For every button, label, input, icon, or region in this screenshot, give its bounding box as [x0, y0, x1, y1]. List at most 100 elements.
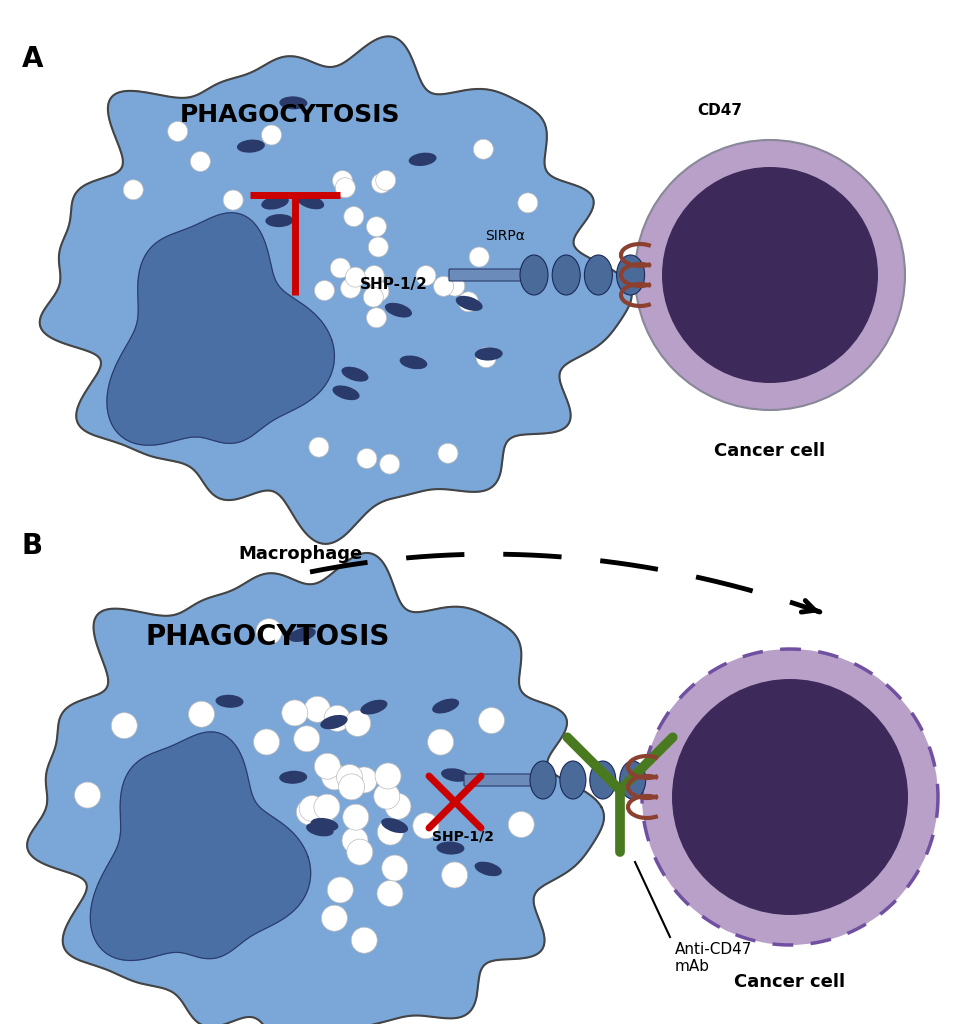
Circle shape	[341, 279, 360, 298]
Circle shape	[476, 347, 496, 368]
Text: SHP-1/2: SHP-1/2	[432, 830, 494, 844]
Ellipse shape	[530, 761, 556, 799]
Circle shape	[299, 796, 325, 821]
Circle shape	[190, 152, 210, 171]
Circle shape	[428, 729, 454, 755]
Circle shape	[356, 449, 377, 469]
Circle shape	[345, 711, 371, 736]
Circle shape	[382, 855, 408, 881]
Ellipse shape	[215, 694, 244, 708]
Circle shape	[111, 713, 137, 738]
Ellipse shape	[409, 153, 436, 166]
Ellipse shape	[237, 139, 265, 153]
Polygon shape	[40, 37, 632, 544]
Text: Anti-CD47
mAb: Anti-CD47 mAb	[675, 942, 752, 975]
Circle shape	[124, 180, 143, 200]
Circle shape	[294, 726, 319, 752]
Circle shape	[459, 292, 478, 311]
Circle shape	[374, 783, 399, 809]
Circle shape	[309, 437, 329, 457]
Circle shape	[314, 795, 340, 820]
Circle shape	[375, 763, 401, 788]
Ellipse shape	[288, 628, 316, 642]
Ellipse shape	[619, 761, 646, 799]
Circle shape	[256, 618, 281, 645]
Circle shape	[380, 454, 399, 474]
Polygon shape	[91, 732, 311, 961]
Circle shape	[364, 265, 384, 286]
Circle shape	[223, 190, 244, 210]
Circle shape	[366, 308, 387, 328]
Ellipse shape	[584, 255, 613, 295]
Circle shape	[368, 237, 389, 257]
Circle shape	[339, 774, 364, 800]
Circle shape	[363, 287, 384, 307]
Circle shape	[473, 139, 494, 160]
Circle shape	[337, 765, 362, 791]
Ellipse shape	[311, 818, 338, 831]
Ellipse shape	[441, 768, 468, 781]
Circle shape	[352, 927, 377, 953]
Circle shape	[662, 167, 878, 383]
Circle shape	[369, 282, 389, 301]
Ellipse shape	[332, 385, 359, 400]
Circle shape	[385, 794, 411, 819]
Circle shape	[438, 443, 458, 463]
Circle shape	[296, 799, 322, 825]
Circle shape	[342, 827, 368, 853]
Polygon shape	[107, 213, 334, 445]
Circle shape	[352, 767, 377, 793]
Circle shape	[445, 276, 465, 296]
Circle shape	[321, 764, 348, 790]
Ellipse shape	[552, 255, 581, 295]
Circle shape	[324, 706, 351, 731]
Circle shape	[281, 700, 308, 726]
Circle shape	[303, 803, 328, 828]
Circle shape	[332, 171, 353, 190]
Text: Macrophage: Macrophage	[238, 545, 362, 563]
Circle shape	[168, 122, 188, 141]
Circle shape	[416, 265, 436, 286]
Ellipse shape	[320, 715, 348, 729]
FancyBboxPatch shape	[464, 774, 531, 786]
Ellipse shape	[385, 303, 412, 317]
Ellipse shape	[617, 255, 645, 295]
Circle shape	[253, 729, 280, 755]
Ellipse shape	[590, 761, 616, 799]
Circle shape	[642, 649, 938, 945]
Circle shape	[315, 281, 334, 300]
Ellipse shape	[342, 367, 368, 382]
Text: SHP-1/2: SHP-1/2	[360, 278, 428, 293]
Text: Cancer cell: Cancer cell	[734, 973, 845, 991]
FancyBboxPatch shape	[449, 269, 521, 281]
Ellipse shape	[520, 255, 548, 295]
Circle shape	[371, 173, 392, 194]
Circle shape	[347, 839, 373, 865]
Circle shape	[508, 811, 535, 838]
Circle shape	[413, 813, 439, 839]
Ellipse shape	[265, 214, 293, 227]
Circle shape	[315, 754, 341, 779]
Ellipse shape	[381, 818, 408, 834]
Circle shape	[75, 782, 100, 808]
Ellipse shape	[432, 698, 459, 714]
Ellipse shape	[360, 699, 388, 715]
Circle shape	[304, 696, 330, 722]
Ellipse shape	[306, 822, 334, 837]
Circle shape	[672, 679, 908, 915]
Ellipse shape	[474, 861, 502, 877]
Text: CD47: CD47	[697, 103, 742, 118]
Circle shape	[327, 877, 354, 903]
Circle shape	[441, 862, 468, 888]
Circle shape	[518, 193, 538, 213]
Circle shape	[262, 125, 281, 145]
Ellipse shape	[436, 842, 465, 855]
Circle shape	[469, 247, 489, 267]
Circle shape	[335, 178, 356, 198]
Circle shape	[376, 170, 395, 190]
Ellipse shape	[456, 296, 483, 311]
Text: SIRPα: SIRPα	[485, 229, 525, 243]
Polygon shape	[27, 553, 604, 1024]
Text: PHAGOCYTOSIS: PHAGOCYTOSIS	[146, 623, 391, 651]
Text: PHAGOCYTOSIS: PHAGOCYTOSIS	[180, 103, 400, 127]
